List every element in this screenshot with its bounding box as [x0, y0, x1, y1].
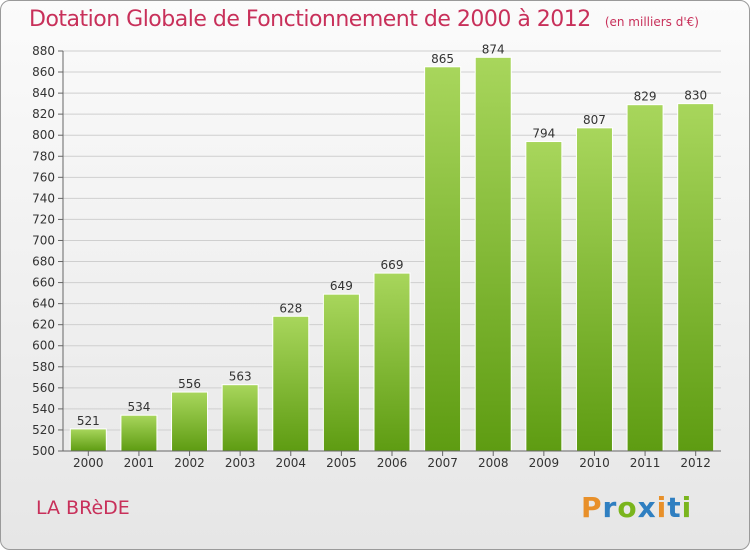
bar-value-label: 829 — [634, 90, 657, 104]
bar-value-label: 794 — [532, 127, 555, 141]
logo-letter: r — [602, 491, 618, 524]
y-tick-label: 500 — [32, 444, 55, 458]
bar — [424, 66, 462, 452]
x-tick-label: 2002 — [174, 456, 205, 470]
bar — [525, 141, 563, 452]
y-axis: 500 520 540 560 580 600 620 640 660 680 700 720 740 7… — [32, 44, 64, 458]
y-tick-label: 640 — [32, 297, 55, 311]
proxiti-logo: Proxiti — [581, 491, 692, 524]
bar — [171, 391, 209, 452]
y-tick-label: 520 — [32, 423, 55, 437]
y-tick-label: 660 — [32, 276, 55, 290]
bar — [69, 428, 107, 452]
bar-value-label: 865 — [431, 52, 454, 66]
x-tick-label: 2000 — [73, 456, 104, 470]
y-tick-label: 600 — [32, 339, 55, 353]
bar — [120, 414, 158, 452]
bar-value-label: 556 — [178, 377, 201, 391]
bar — [272, 315, 310, 452]
x-tick-label: 2001 — [124, 456, 155, 470]
y-tick-label: 700 — [32, 233, 55, 247]
logo-letter: i — [681, 491, 693, 524]
y-tick-label: 680 — [32, 255, 55, 269]
x-tick-label: 2012 — [680, 456, 711, 470]
bar — [221, 384, 259, 452]
x-tick-label: 2011 — [630, 456, 661, 470]
y-tick-label: 740 — [32, 191, 55, 205]
logo-letter: t — [667, 491, 682, 524]
logo-letter: x — [637, 491, 657, 524]
bar — [474, 56, 512, 452]
bar-value-label: 874 — [482, 42, 505, 56]
y-tick-label: 540 — [32, 402, 55, 416]
x-tick-label: 2003 — [225, 456, 256, 470]
bar — [322, 293, 360, 452]
bar-value-label: 807 — [583, 113, 606, 127]
x-tick-label: 2005 — [326, 456, 357, 470]
x-tick-label: 2008 — [478, 456, 509, 470]
bar-value-label: 830 — [684, 89, 707, 103]
bars: 521 534 556 563 628 649 669 865 874 794 807 829 830 — [69, 42, 715, 452]
y-tick-label: 720 — [32, 212, 55, 226]
bar-value-label: 669 — [381, 258, 404, 272]
bar-value-label: 521 — [77, 414, 100, 428]
y-tick-label: 780 — [32, 149, 55, 163]
x-tick-label: 2007 — [427, 456, 458, 470]
y-tick-label: 840 — [32, 86, 55, 100]
unit-label: (en milliers d'€) — [604, 15, 699, 29]
x-tick-label: 2004 — [275, 456, 306, 470]
bar — [575, 127, 613, 452]
x-axis: 2000 2001 2002 2003 2004 2005 2006 2007 2008 2009… — [63, 450, 721, 470]
logo-letter: i — [656, 491, 668, 524]
chart-title: Dotation Globale de Fonctionnement de 20… — [29, 7, 699, 32]
bar — [677, 103, 715, 452]
bar-value-label: 628 — [279, 301, 302, 315]
y-tick-label: 820 — [32, 107, 55, 121]
y-tick-label: 760 — [32, 170, 55, 184]
bar-value-label: 649 — [330, 279, 353, 293]
y-tick-label: 560 — [32, 381, 55, 395]
commune-name: LA BRèDE — [36, 497, 130, 519]
bar-value-label: 563 — [229, 370, 252, 384]
logo-letter: P — [581, 491, 603, 524]
bar-value-label: 534 — [127, 400, 150, 414]
x-tick-label: 2006 — [377, 456, 408, 470]
y-tick-label: 620 — [32, 318, 55, 332]
logo-letter: o — [617, 491, 638, 524]
y-tick-label: 880 — [32, 44, 55, 58]
bar — [626, 104, 664, 452]
chart-title-text: Dotation Globale de Fonctionnement de 20… — [29, 7, 591, 32]
y-tick-label: 800 — [32, 128, 55, 142]
x-tick-label: 2010 — [579, 456, 610, 470]
y-tick-label: 860 — [32, 65, 55, 79]
bar — [373, 272, 411, 452]
y-tick-label: 580 — [32, 360, 55, 374]
x-tick-label: 2009 — [529, 456, 560, 470]
